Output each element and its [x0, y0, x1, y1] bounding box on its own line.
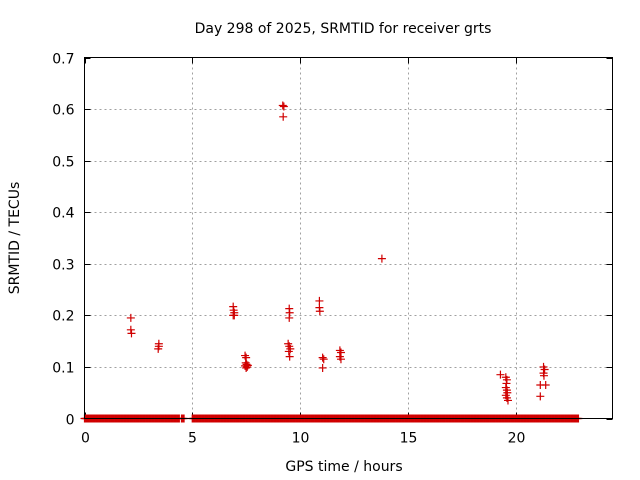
tick-layer: 0 0.1 0.2 0.3 0.4 0.5 0.6 0.7 0 5 10 15 20	[52, 52, 613, 447]
data-point	[279, 102, 288, 111]
data-point	[319, 355, 328, 364]
data-point	[503, 396, 512, 405]
data-point	[540, 365, 549, 374]
point-layer	[80, 101, 583, 423]
data-point	[496, 370, 505, 379]
data-point	[536, 392, 545, 401]
data-point	[336, 348, 345, 357]
data-point	[539, 371, 548, 380]
data-point	[285, 352, 294, 361]
x-tick-label: 5	[188, 431, 197, 447]
data-point	[541, 380, 550, 389]
y-tick-label: 0.2	[52, 309, 74, 325]
chart-title: Day 298 of 2025, SRMTID for receiver grt…	[195, 21, 492, 37]
y-axis-title: SRMTID / TECUs	[7, 182, 23, 295]
data-point	[315, 296, 324, 305]
x-axis-title: GPS time / hours	[285, 459, 402, 475]
data-point	[241, 351, 250, 360]
y-tick-label: 0.5	[52, 155, 74, 171]
data-point	[336, 355, 345, 364]
data-point	[285, 313, 294, 322]
data-point	[243, 362, 252, 371]
y-tick-label: 0.3	[52, 258, 74, 274]
data-point	[278, 101, 287, 110]
y-tick-label: 0.7	[52, 52, 74, 68]
data-point	[279, 112, 288, 121]
x-tick-label: 20	[508, 431, 526, 447]
data-point	[230, 311, 239, 320]
data-point	[315, 307, 324, 316]
data-point	[318, 363, 327, 372]
grid-layer	[84, 57, 613, 419]
x-tick-label: 15	[400, 431, 418, 447]
data-point	[127, 329, 136, 338]
data-point	[284, 347, 293, 356]
data-point	[502, 379, 511, 388]
data-point	[126, 313, 135, 322]
data-point	[243, 361, 252, 370]
data-point	[154, 344, 163, 353]
y-tick-label: 0	[66, 413, 75, 429]
data-point	[126, 325, 135, 334]
data-point	[318, 353, 327, 362]
y-tick-label: 0.4	[52, 206, 74, 222]
x-tick-label: 10	[292, 431, 310, 447]
data-point	[377, 254, 386, 263]
y-tick-label: 0.1	[52, 361, 74, 377]
y-tick-label: 0.6	[52, 103, 74, 119]
x-tick-label: 0	[81, 431, 90, 447]
plot-frame	[84, 57, 613, 419]
